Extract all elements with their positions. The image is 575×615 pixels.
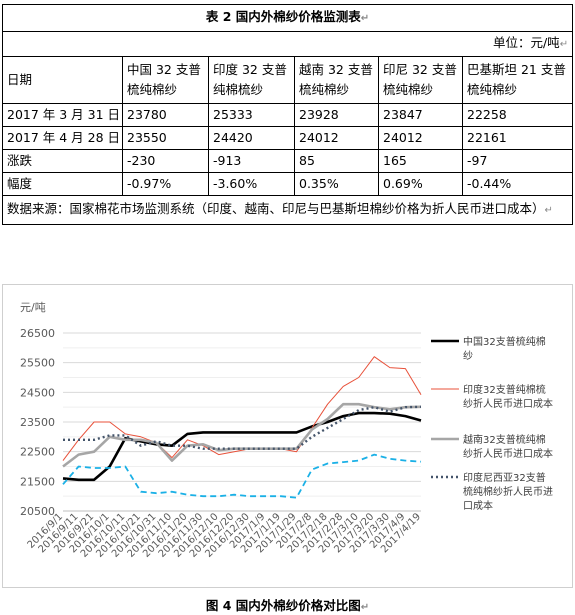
legend-entry: 印度尼西亚32支普梳纯棉纱折人民币进口成本	[463, 471, 553, 512]
table-cell: 涨跌	[2, 149, 123, 173]
header-cell: 印尼 32 支普梳纯棉纱	[378, 56, 463, 104]
table-row: 涨跌 -230 -913 85 165 -97	[2, 149, 574, 173]
price-comparison-chart-frame: 元/吨 20500 21500 22500 23500 24500 25500 26500 20…	[2, 284, 573, 588]
table-cell: 165	[378, 149, 463, 173]
series-line-4	[62, 453, 422, 499]
table-cell: 22161	[461, 126, 574, 150]
series-line-1	[62, 356, 422, 461]
table-row: 2017 年 3 月 31 日 23780 25333 23928 23847 …	[2, 103, 574, 127]
table-cell: 24012	[294, 126, 379, 150]
table-cell: 23928	[294, 103, 379, 127]
table-cell: 0.35%	[294, 172, 379, 196]
y-tick-label: 22500	[20, 446, 55, 459]
table-cell: -0.97%	[122, 172, 209, 196]
table-cell: -230	[122, 149, 209, 173]
table-cell: 24420	[208, 126, 295, 150]
table-row: 幅度 -0.97% -3.60% 0.35% 0.69% -0.44%	[2, 172, 574, 196]
table-cell: 2017 年 4 月 28 日	[2, 126, 123, 150]
header-cell: 日期	[2, 56, 123, 104]
series-line-2	[62, 402, 422, 468]
table-cell: 2017 年 3 月 31 日	[2, 103, 123, 127]
header-cell: 巴基斯坦 21 支普梳纯棉纱	[461, 56, 574, 104]
table-cell: 22258	[461, 103, 574, 127]
table-cell: -3.60%	[208, 172, 295, 196]
table-cell: 24012	[378, 126, 463, 150]
series-line-3	[63, 405, 422, 450]
y-tick-label: 23500	[20, 416, 55, 429]
table-cell: -0.44%	[461, 172, 574, 196]
table-cell: 25333	[208, 103, 295, 127]
table-cell: 幅度	[2, 172, 123, 196]
table-row: 2017 年 4 月 28 日 23550 24420 24012 24012 …	[2, 126, 574, 150]
header-cell: 越南 32 支普梳纯棉纱	[294, 56, 379, 104]
table-unit: 单位：元/吨↵	[1, 31, 574, 57]
price-comparison-chart: 元/吨2050021500225002350024500255002650020…	[20, 301, 553, 560]
price-monitor-table: 表 2 国内外棉纱价格监测表↵ 单位：元/吨↵ 日期 中国 32 支普梳纯棉纱 …	[1, 4, 574, 225]
y-tick-label: 25500	[20, 357, 55, 370]
table-cell: 85	[294, 149, 379, 173]
table-cell: 23550	[122, 126, 209, 150]
legend-entry: 越南32支普梳纯棉纱折人民币进口成本	[463, 433, 553, 460]
table-cell: 0.69%	[378, 172, 463, 196]
table-cell: -97	[461, 149, 574, 173]
y-tick-label: 20500	[20, 505, 55, 518]
table-caption: 表 2 国内外棉纱价格监测表↵	[1, 4, 574, 32]
series-line-0	[62, 411, 422, 482]
table-cell: 23847	[378, 103, 463, 127]
y-tick-label: 24500	[20, 386, 55, 399]
table-cell: -913	[208, 149, 295, 173]
figure-caption: 图 4 国内外棉纱价格对比图↵	[205, 598, 370, 613]
table-source-note: 数据来源：国家棉花市场监测系统（印度、越南、印尼与巴基斯坦棉纱价格为折人民币进口…	[1, 195, 574, 225]
table-cell: 23780	[122, 103, 209, 127]
header-cell: 中国 32 支普梳纯棉纱	[122, 56, 209, 104]
y-tick-label: 21500	[20, 475, 55, 488]
y-tick-label: 26500	[20, 327, 55, 340]
legend-entry: 中国32支普梳纯棉纱	[463, 335, 546, 362]
table-header-row: 日期 中国 32 支普梳纯棉纱 印度 32 支普纯棉梳纱 越南 32 支普梳纯棉…	[2, 56, 574, 104]
y-axis-unit-label: 元/吨	[20, 301, 46, 314]
legend-entry: 印度32支普纯棉梳纱折人民币进口成本	[463, 383, 553, 410]
header-cell: 印度 32 支普纯棉梳纱	[208, 56, 295, 104]
